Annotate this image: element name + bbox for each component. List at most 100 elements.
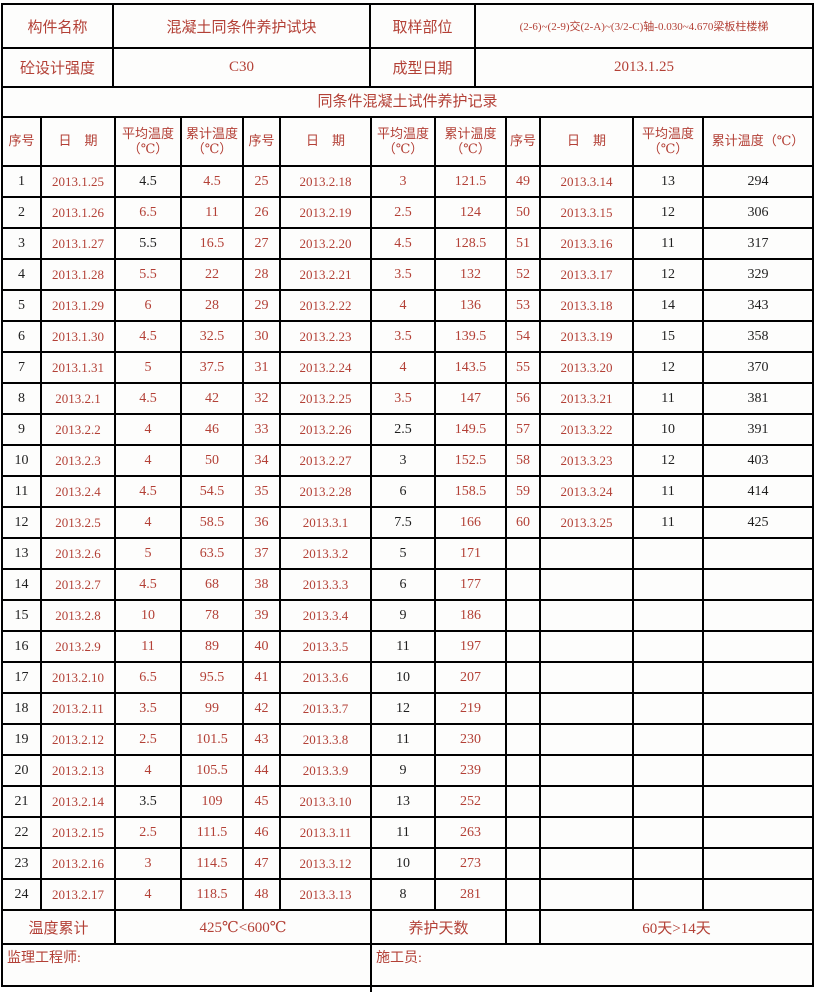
table-cell: 2013.3.1	[280, 507, 372, 539]
table-cell: 55	[506, 352, 541, 384]
table-cell: 43	[243, 724, 281, 756]
table-cell: 2013.3.10	[280, 786, 372, 818]
table-cell: 28	[181, 290, 244, 322]
table-cell: 14	[3, 569, 42, 601]
table-row: 2 2013.1.26 6.5 11 26 2013.2.19 2.5 124 50 2013.3…	[3, 197, 812, 229]
table-cell: 33	[243, 414, 281, 446]
table-cell: 15	[3, 600, 42, 632]
table-cell: 45	[243, 786, 281, 818]
table-cell: 2013.3.19	[540, 321, 634, 353]
column-header-cum-temp-1: 累计温度（℃）	[181, 118, 244, 167]
table-cell: 124	[435, 197, 507, 229]
table-cell: 136	[435, 290, 507, 322]
table-cell: 2013.2.8	[41, 600, 116, 632]
table-cell: 2013.3.7	[280, 693, 372, 725]
table-cell: 2013.3.11	[280, 817, 372, 849]
supervisor-signature-cell: 监理工程师:	[3, 945, 372, 992]
table-cell: 23	[3, 848, 42, 880]
table-cell	[633, 693, 704, 725]
table-row: 8 2013.2.1 4.5 42 32 2013.2.25 3.5 147 56 2013.3.…	[3, 383, 812, 415]
table-cell: 3	[3, 228, 42, 260]
table-row: 14 2013.2.7 4.5 68 38 2013.3.3 6 177	[3, 569, 812, 601]
table-cell: 2013.3.24	[540, 476, 634, 508]
forming-date-value: 2013.1.25	[475, 48, 812, 88]
table-cell: 294	[703, 166, 812, 198]
table-cell: 34	[243, 445, 281, 477]
table-cell: 31	[243, 352, 281, 384]
table-cell: 273	[435, 848, 507, 880]
table-cell: 5	[3, 290, 42, 322]
table-cell: 2013.1.27	[41, 228, 116, 260]
info-row-1: 构件名称 混凝土同条件养护试块 取样部位 (2-6)~(2-9)交(2-A)~(…	[3, 5, 812, 49]
table-cell	[540, 817, 634, 849]
table-cell: 15	[633, 321, 704, 353]
column-header-seq-2: 序号	[243, 118, 281, 167]
table-cell: 11	[181, 197, 244, 229]
table-cell: 3	[371, 166, 436, 198]
table-cell: 13	[3, 538, 42, 570]
table-cell: 3.5	[115, 786, 182, 818]
table-cell	[703, 662, 812, 694]
table-cell: 105.5	[181, 755, 244, 787]
table-cell: 4.5	[115, 476, 182, 508]
table-cell	[633, 755, 704, 787]
table-cell: 12	[633, 197, 704, 229]
table-cell: 4.5	[115, 569, 182, 601]
column-header-seq-3: 序号	[506, 118, 541, 167]
table-cell: 2013.3.20	[540, 352, 634, 384]
builder-signature-cell: 施工员:	[376, 951, 422, 966]
table-cell: 2013.2.17	[41, 879, 116, 911]
table-cell: 4.5	[115, 166, 182, 198]
table-cell: 32	[243, 383, 281, 415]
table-cell: 99	[181, 693, 244, 725]
table-cell: 26	[243, 197, 281, 229]
table-cell: 57	[506, 414, 541, 446]
table-cell: 9	[3, 414, 42, 446]
table-cell: 2013.3.25	[540, 507, 634, 539]
info-table: 构件名称 混凝土同条件养护试块 取样部位 (2-6)~(2-9)交(2-A)~(…	[3, 5, 812, 88]
column-header-date-3: 日 期	[540, 118, 634, 167]
table-cell: 139.5	[435, 321, 507, 353]
table-cell	[540, 538, 634, 570]
table-cell	[506, 724, 541, 756]
table-cell	[633, 538, 704, 570]
table-cell: 118.5	[181, 879, 244, 911]
table-cell: 54.5	[181, 476, 244, 508]
table-cell: 2013.2.10	[41, 662, 116, 694]
table-cell: 343	[703, 290, 812, 322]
table-cell	[506, 662, 541, 694]
table-cell: 2013.3.22	[540, 414, 634, 446]
summary-table: 温度累计 425℃<600℃ 养护天数 60天>14天	[3, 911, 812, 945]
table-cell: 2013.2.15	[41, 817, 116, 849]
table-cell	[633, 879, 704, 911]
table-cell: 2013.2.21	[280, 259, 372, 291]
table-cell: 132	[435, 259, 507, 291]
table-cell	[633, 569, 704, 601]
table-cell: 2013.2.4	[41, 476, 116, 508]
table-cell: 41	[243, 662, 281, 694]
table-cell: 5.5	[115, 228, 182, 260]
table-cell: 2013.1.25	[41, 166, 116, 198]
table-cell	[540, 600, 634, 632]
table-cell	[506, 600, 541, 632]
sheet-title: 同条件混凝土试件养护记录	[3, 88, 812, 118]
table-cell: 10	[371, 662, 436, 694]
table-row: 23 2013.2.16 3 114.5 47 2013.3.12 10 273	[3, 848, 812, 880]
table-cell: 9	[371, 755, 436, 787]
table-cell: 158.5	[435, 476, 507, 508]
table-cell: 6	[3, 321, 42, 353]
table-row: 18 2013.2.11 3.5 99 42 2013.3.7 12 219	[3, 693, 812, 725]
column-header-seq-1: 序号	[3, 118, 42, 167]
table-cell: 391	[703, 414, 812, 446]
table-cell: 11	[633, 507, 704, 539]
table-cell	[633, 662, 704, 694]
table-cell: 2013.3.14	[540, 166, 634, 198]
table-cell: 53	[506, 290, 541, 322]
table-cell: 42	[243, 693, 281, 725]
sampling-location-value: (2-6)~(2-9)交(2-A)~(3/2-C)轴-0.030~4.670梁板…	[475, 5, 812, 49]
table-cell: 2013.3.17	[540, 259, 634, 291]
table-cell: 329	[703, 259, 812, 291]
table-cell: 2013.1.31	[41, 352, 116, 384]
table-cell: 152.5	[435, 445, 507, 477]
table-cell: 2013.2.26	[280, 414, 372, 446]
